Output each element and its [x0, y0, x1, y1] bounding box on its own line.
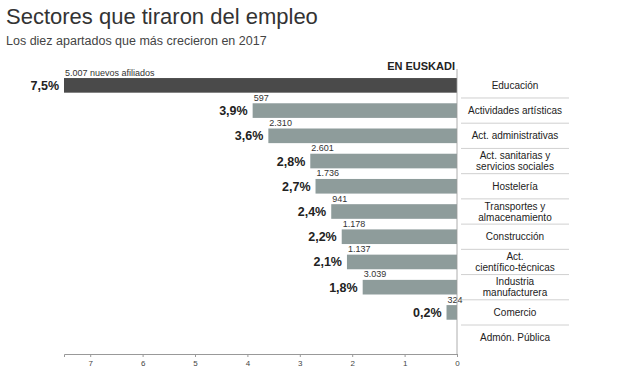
- tick: 3: [298, 354, 303, 368]
- tick-label: 3: [298, 359, 303, 368]
- separator: [461, 274, 569, 275]
- axis-line: [65, 355, 458, 358]
- tick-label: 2: [350, 359, 355, 368]
- bar: [310, 154, 457, 169]
- category-label: Comercio: [494, 307, 537, 318]
- tick-mark: [143, 354, 144, 357]
- tick: 0: [455, 354, 460, 368]
- bar: [331, 204, 457, 219]
- data-label: 2,4%: [298, 205, 327, 219]
- bar: [64, 78, 457, 93]
- category-label: Industriamanufacturera: [483, 276, 548, 298]
- affiliates-label: 2.601: [311, 143, 334, 153]
- separator: [461, 123, 569, 124]
- separator: [461, 148, 569, 149]
- affiliates-label: 1.736: [317, 168, 340, 178]
- chart: Sectores que tiraron del empleo Los diez …: [0, 0, 624, 385]
- separator: [461, 249, 569, 250]
- affiliates-label: 3.039: [364, 269, 387, 279]
- tick: 5: [193, 354, 198, 368]
- tick-label: 7: [88, 359, 93, 368]
- category-label: Actividades artísticas: [468, 105, 562, 116]
- tick-label: 5: [193, 359, 198, 368]
- affiliates-label: 597: [254, 93, 269, 103]
- bar: [316, 179, 457, 194]
- bar: [347, 255, 457, 270]
- data-label: 2,2%: [308, 230, 337, 244]
- tick-mark: [195, 354, 196, 357]
- data-label: 3,9%: [219, 104, 248, 118]
- category-labels: Educación Actividades artísticas Act. admi…: [461, 80, 569, 343]
- data-label: 2,7%: [282, 180, 311, 194]
- category-label: Hostelería: [492, 181, 538, 192]
- tick-label: 1: [403, 359, 408, 368]
- bar: [447, 305, 457, 320]
- subtitle: Los diez apartados que más crecieron en …: [6, 34, 267, 48]
- tick-label: 4: [246, 359, 251, 368]
- category-label: Construcción: [486, 231, 544, 242]
- category-label: Admón. Pública: [480, 332, 550, 343]
- tick-mark: [457, 354, 458, 357]
- tick-label: 6: [141, 359, 146, 368]
- affiliates-label: 1.137: [348, 244, 371, 254]
- category-label: Educación: [492, 80, 539, 91]
- category-label: Act. sanitarias yservicios sociales: [476, 150, 554, 172]
- tick-mark: [90, 354, 91, 357]
- separator: [461, 299, 569, 300]
- affiliates-label: 941: [332, 194, 347, 204]
- separator: [461, 325, 569, 326]
- data-label: 2,1%: [313, 255, 342, 269]
- tick-mark: [405, 354, 406, 357]
- affiliates-label: 5.007 nuevos afiliados: [65, 68, 155, 78]
- panel-title: EN EUSKADI: [387, 60, 455, 72]
- tick-mark: [247, 354, 248, 357]
- bar: [253, 103, 457, 118]
- bars: [64, 78, 457, 320]
- separator: [461, 97, 569, 98]
- separator: [461, 173, 569, 174]
- zero-line: [457, 69, 458, 354]
- tick: 2: [350, 354, 355, 368]
- data-label: 3,6%: [235, 129, 264, 143]
- category-label: Act.científico-técnicas: [475, 251, 554, 273]
- category-label: Transportes yalmacenamiento: [478, 201, 552, 223]
- separator: [461, 224, 569, 225]
- x-axis: 0 1 2 3 4 5 6 7: [65, 354, 461, 368]
- category-label: Act. administrativas: [472, 130, 559, 141]
- data-label: 0,2%: [413, 306, 442, 320]
- tick: 4: [246, 354, 251, 368]
- tick-mark: [352, 354, 353, 357]
- data-label: 1,8%: [329, 281, 358, 295]
- tick: 1: [403, 354, 408, 368]
- data-labels: 7,5% 3,9% 3,6% 2,8% 2,7% 2,4% 2,2% 2,1% 1,8% 0,2%…: [31, 68, 463, 320]
- affiliates-label: 2.310: [269, 118, 292, 128]
- data-label: 7,5%: [31, 79, 60, 93]
- data-label: 2,8%: [277, 155, 306, 169]
- tick: 6: [141, 354, 146, 368]
- separator: [461, 198, 569, 199]
- affiliates-label: 324: [448, 295, 463, 305]
- bar: [268, 129, 457, 144]
- bar: [363, 280, 457, 295]
- tick-label: 0: [455, 359, 460, 368]
- tick: 7: [88, 354, 93, 368]
- affiliates-label: 1.178: [343, 219, 366, 229]
- bar: [342, 229, 457, 244]
- tick-mark: [300, 354, 301, 357]
- title: Sectores que tiraron del empleo: [6, 4, 318, 29]
